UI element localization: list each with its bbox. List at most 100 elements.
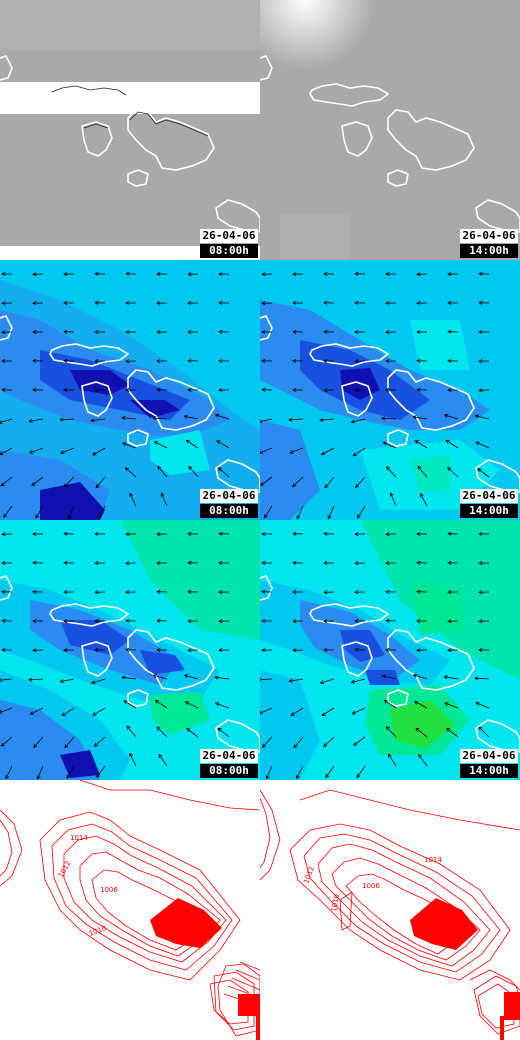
wind-arrow-head <box>156 301 161 306</box>
wind-arrow-head <box>94 271 99 276</box>
date-label: 26-04-06 <box>200 749 258 763</box>
wind-arrow-head <box>218 388 223 393</box>
wind-arrow-head <box>157 465 162 470</box>
wind-arrow <box>186 439 199 449</box>
wind-arrow-head <box>61 712 66 717</box>
time-label: 08:00h <box>200 244 258 258</box>
wind-arrow <box>447 467 459 478</box>
wind-arrow-head <box>126 725 131 730</box>
wind-arrow-head <box>32 560 37 565</box>
wind-arrow-head <box>32 272 37 277</box>
satellite-panel-1400: 26-04-06 14:00h <box>260 0 520 260</box>
wind-arrow-head <box>292 560 297 565</box>
wind-arrow-head <box>292 483 297 488</box>
wind-arrow-head <box>292 619 297 624</box>
wind-arrow <box>0 418 13 423</box>
wind-arrow-head <box>63 590 68 595</box>
wind-arrow-head <box>447 388 452 393</box>
wind-arrow-head <box>354 330 359 335</box>
wind-arrow <box>320 418 335 421</box>
wind-arrow <box>323 736 335 747</box>
wind-arrow-head <box>184 701 189 705</box>
wind-arrow-head <box>60 450 65 454</box>
wind-arrow <box>29 447 44 454</box>
wind-arrow-head <box>383 699 388 704</box>
wind-arrow <box>296 765 304 779</box>
date-label: 26-04-06 <box>460 229 518 243</box>
isobar-label: 1014 <box>70 834 88 842</box>
wind-arrow-head <box>94 590 99 595</box>
wind-arrow-head <box>3 513 8 518</box>
wind-arrow-head <box>32 531 37 536</box>
wind-arrow <box>153 674 168 680</box>
wind-arrow-head <box>385 532 390 537</box>
isobar-map: 1014 1012 1006 1010 <box>260 780 520 1040</box>
coastline-islands <box>260 315 520 493</box>
wind-panel-b-0800: 26-04-06 08:00h <box>0 520 260 780</box>
wind-arrow-head <box>94 619 99 624</box>
wind-arrow <box>95 476 106 489</box>
wind-arrow <box>184 674 199 680</box>
wind-arrow-head <box>416 648 421 653</box>
wind-arrow-head <box>412 673 418 678</box>
wind-arrow <box>382 675 397 680</box>
wind-arrow <box>158 754 168 767</box>
isobar-label: 1006 <box>100 886 118 894</box>
wind-arrow <box>414 701 428 709</box>
wind-arrow <box>292 476 304 487</box>
wind-arrow-head <box>354 647 359 652</box>
wind-arrow-head <box>160 492 165 497</box>
wind-arrow-head <box>447 329 452 334</box>
wind-arrow-head <box>323 388 328 393</box>
wind-arrow-head <box>187 272 192 277</box>
wind-arrow-head <box>264 514 268 519</box>
wind-arrow <box>353 736 366 746</box>
wind-arrow-head <box>416 589 421 594</box>
wind-arrow <box>0 678 13 681</box>
wind-arrow-head <box>385 647 390 652</box>
isobar-map: 1014 1012 1006 1010 <box>0 780 260 1040</box>
wind-arrow-head <box>477 468 482 472</box>
wind-arrow <box>288 418 304 421</box>
wind-arrow-head <box>478 590 483 595</box>
wind-arrow-head <box>92 451 97 456</box>
wind-arrow-head <box>125 532 130 537</box>
wind-arrow-head <box>218 300 223 305</box>
wind-arrow-head <box>385 330 390 335</box>
wind-arrow-head <box>1 532 6 537</box>
wind-arrow <box>357 505 366 519</box>
wind-arrow <box>444 676 459 680</box>
wind-arrow-head <box>218 329 223 334</box>
wind-arrow <box>260 476 273 486</box>
wind-map <box>0 520 260 780</box>
wind-arrow-head <box>156 387 161 392</box>
satellite-panel-0800: 26-04-06 08:00h <box>0 0 260 260</box>
wind-arrow <box>122 417 137 420</box>
wind-arrow-head <box>90 418 95 423</box>
wind-arrow <box>152 417 168 420</box>
wind-arrow <box>28 678 44 681</box>
isobar-label: 1006 <box>362 882 380 890</box>
wind-arrow <box>188 466 199 478</box>
wind-arrow-head <box>156 330 161 335</box>
wind-arrow-head <box>125 271 130 276</box>
timestamp-badge: 26-04-06 14:00h <box>460 749 518 778</box>
wind-arrow <box>420 493 428 507</box>
wind-arrow-head <box>296 774 300 780</box>
wind-arrow-head <box>63 648 68 653</box>
wind-arrow-head <box>293 744 298 749</box>
wind-arrow <box>157 466 168 478</box>
wind-arrow-head <box>187 619 192 624</box>
wind-arrow-head <box>260 677 262 682</box>
wind-arrow <box>477 468 490 478</box>
satellite-image-0800 <box>0 0 260 260</box>
wind-arrow-head <box>443 675 448 680</box>
wind-arrow <box>156 726 168 738</box>
wind-arrow <box>215 702 230 709</box>
wind-arrow-head <box>474 414 479 419</box>
wind-arrow-head <box>327 515 332 520</box>
wind-arrow-head <box>63 483 68 488</box>
wind-arrow-head <box>63 272 68 277</box>
wind-arrow <box>289 678 304 682</box>
wind-map <box>260 260 520 520</box>
